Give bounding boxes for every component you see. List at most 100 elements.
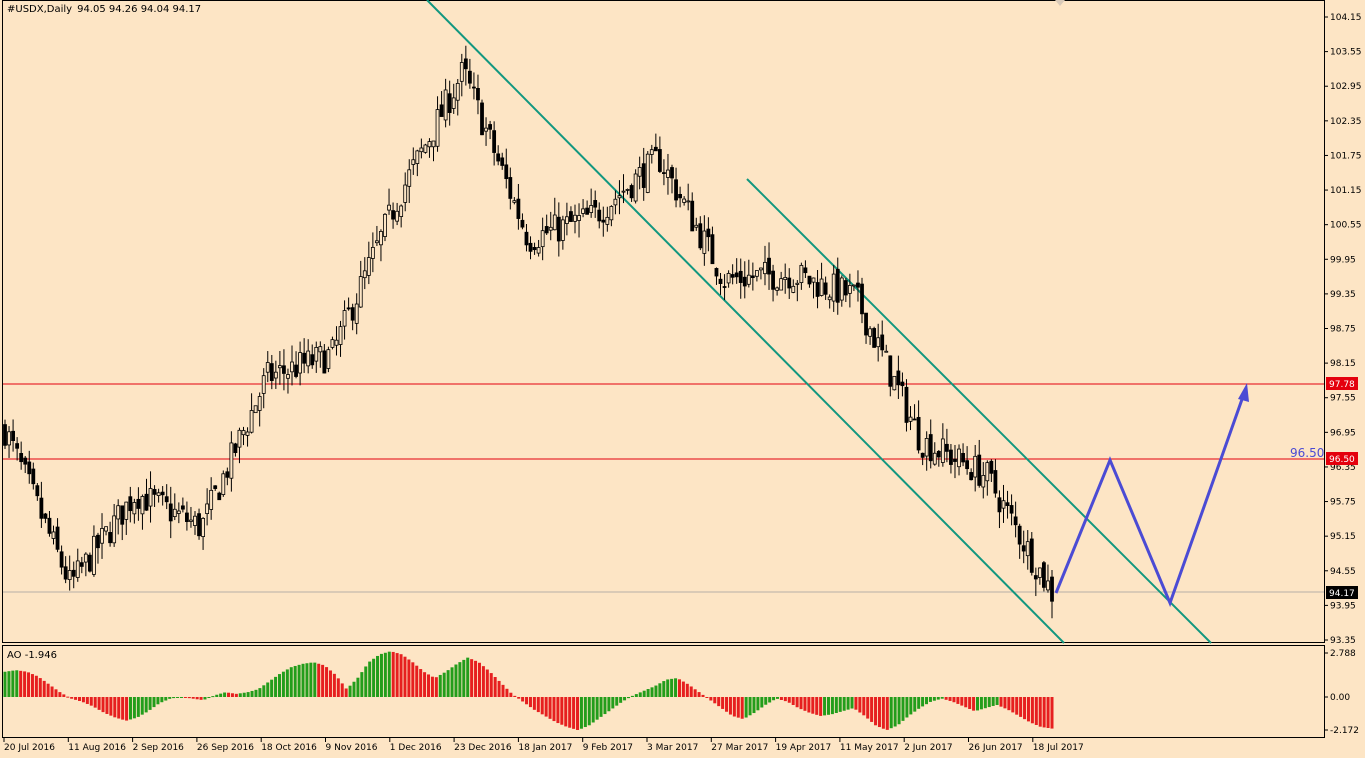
candle-body [556, 216, 561, 242]
ao-bar [795, 697, 799, 708]
price-tick-label: 96.95 [1330, 428, 1356, 438]
ao-bar [383, 652, 387, 697]
ao-bar [807, 697, 811, 713]
candle-body [601, 219, 606, 223]
price-tick-label: 101.75 [1330, 151, 1362, 161]
ao-bar [78, 697, 82, 701]
candle-body [375, 240, 379, 244]
ao-tick-label: -2.172 [1330, 726, 1359, 736]
ao-bar [458, 662, 462, 697]
ao-bar [568, 697, 572, 728]
ao-bar [497, 680, 501, 697]
candle-body [585, 207, 590, 215]
time-tick-label: 3 Mar 2017 [647, 743, 698, 753]
time-tick-label: 18 Jan 2017 [518, 743, 572, 753]
candle-body [51, 531, 56, 539]
ao-bar [611, 697, 615, 709]
ao-bar [968, 697, 972, 709]
ao-bar [736, 697, 740, 718]
ao-bar [701, 694, 705, 697]
ao-bar [897, 697, 901, 725]
candle-body [520, 219, 525, 228]
candle-body [516, 198, 521, 219]
candle-body [334, 339, 339, 346]
candle-body [819, 278, 824, 296]
time-tick-label: 19 Apr 2017 [776, 743, 832, 753]
ao-bar [427, 674, 431, 697]
candle-body [152, 489, 157, 495]
candle-body [257, 396, 262, 411]
candle-body [532, 247, 537, 251]
price-tick-label: 100.55 [1330, 221, 1362, 231]
candle-body [492, 130, 497, 153]
time-tick-label: 18 Jul 2017 [1033, 743, 1084, 753]
candle-body [100, 528, 104, 544]
candle-body [569, 211, 573, 222]
candle-body [233, 443, 238, 454]
ao-bar [70, 697, 74, 699]
ao-axis: 2.788 0.00 -2.172 [1324, 649, 1359, 736]
ao-bar [685, 683, 689, 697]
ao-bar [223, 692, 227, 697]
ao-bar [877, 697, 881, 728]
ao-bar [474, 660, 478, 697]
ao-bar [168, 697, 172, 699]
ao-bar [148, 697, 152, 710]
candle-body [662, 172, 666, 174]
ao-bar [764, 697, 768, 705]
candle-body [718, 278, 723, 284]
candle-body [7, 431, 11, 446]
ao-bar [454, 664, 458, 697]
candle-body [625, 189, 630, 191]
candle-body [609, 206, 614, 221]
ao-bar [744, 697, 748, 718]
time-axis: 20 Jul 2016 11 Aug 2016 2 Sep 2016 26 Sep 2… [3, 738, 1084, 753]
ao-bar [101, 697, 105, 713]
ao-bar [466, 657, 470, 697]
candle-body [273, 371, 278, 379]
ao-bar [705, 697, 709, 698]
candle-body [884, 350, 889, 353]
candle-body [480, 102, 484, 136]
candle-body [59, 551, 64, 568]
candle-body [750, 275, 755, 278]
price-tick-label: 94.55 [1330, 567, 1356, 577]
ao-bar [387, 651, 391, 697]
ao-bar [838, 697, 842, 712]
candle-body [277, 365, 282, 369]
ao-bar [489, 673, 493, 697]
candle-body [961, 452, 965, 463]
candle-body [892, 375, 897, 391]
ao-bar [215, 694, 219, 697]
candle-body [690, 200, 695, 232]
candle-body [148, 488, 153, 507]
ao-bar [379, 653, 383, 697]
ao-bar [442, 672, 446, 697]
candle-body [209, 489, 214, 510]
ao-bar [274, 676, 278, 697]
candle-body [746, 274, 751, 285]
candle-body [1013, 516, 1018, 526]
ao-bar [654, 685, 658, 697]
candle-body [944, 443, 949, 452]
candle-body [314, 347, 319, 362]
ao-bar [952, 697, 956, 703]
ao-bar [901, 697, 905, 721]
candle-body [193, 515, 197, 526]
candle-body [795, 282, 800, 285]
candle-body [742, 276, 747, 287]
candle-body [116, 505, 121, 520]
candle-body [47, 517, 52, 534]
candle-body [536, 247, 541, 254]
ao-bar [446, 670, 450, 697]
candle-body [888, 355, 893, 387]
ao-bar [230, 693, 234, 697]
candle-body [104, 526, 108, 532]
ao-bar [30, 674, 34, 697]
ao-bar [721, 697, 725, 709]
candle-body [977, 454, 982, 486]
candle-body [205, 503, 210, 515]
time-tick-label: 23 Dec 2016 [454, 743, 512, 753]
ao-bar [93, 697, 97, 708]
candle-body [779, 278, 784, 291]
